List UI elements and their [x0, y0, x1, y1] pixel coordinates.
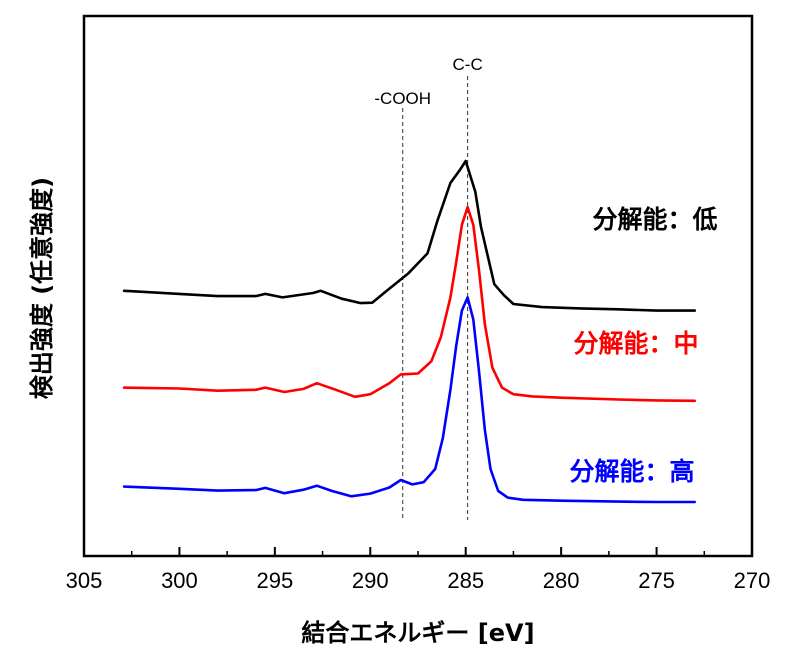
x-tick-label: 285: [447, 568, 484, 593]
annotation-label: -COOH: [374, 89, 431, 108]
x-tick-label: 300: [161, 568, 198, 593]
x-tick-label: 280: [543, 568, 580, 593]
series-line: [122, 296, 697, 504]
series-label: 分解能：低: [592, 205, 717, 234]
x-tick-label: 290: [352, 568, 389, 593]
x-tick-label: 270: [734, 568, 771, 593]
series-line: [122, 159, 697, 312]
annotation-lines: [402, 76, 469, 520]
x-axis-title: 結合エネルギー [eV]: [301, 619, 534, 647]
x-tick-label: 305: [66, 568, 103, 593]
series-label: 分解能：高: [569, 457, 694, 486]
y-axis-title: 検出強度 (任意強度): [28, 177, 56, 399]
x-axis-ticks: [83, 547, 753, 556]
x-tick-label: 275: [638, 568, 675, 593]
x-tick-label: 295: [256, 568, 293, 593]
annotation-labels: -COOH C-C: [374, 55, 482, 108]
series-label: 分解能：中: [573, 329, 698, 358]
x-tick-labels: 305 300 295 290 285 280 275 270: [66, 568, 771, 593]
annotation-label: C-C: [453, 55, 483, 74]
series-line: [122, 205, 697, 403]
series-lines: [122, 159, 697, 504]
